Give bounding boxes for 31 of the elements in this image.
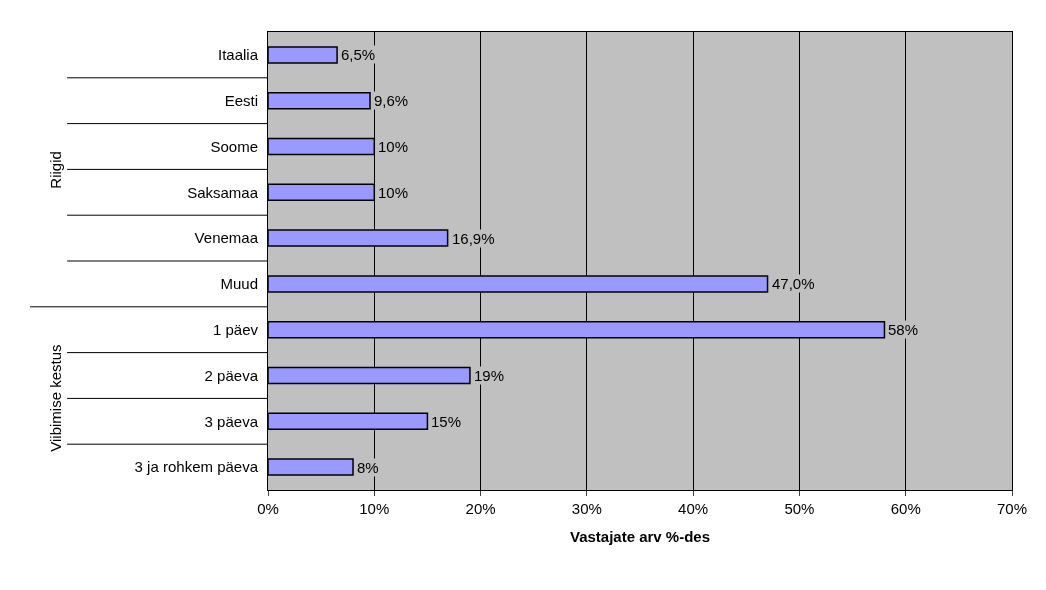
x-tick-label: 20%: [465, 500, 496, 517]
x-tick-label: 0%: [257, 500, 279, 517]
y-tick-label: 3 ja rohkem päeva: [134, 458, 259, 476]
data-label: 10%: [378, 138, 409, 155]
data-label: 16,9%: [452, 230, 495, 247]
data-label: 47,0%: [772, 275, 815, 292]
data-label: 10%: [378, 184, 409, 201]
y-tick-label: 2 päeva: [204, 366, 259, 384]
text: Riigid: [46, 151, 64, 189]
data-label: 6,5%: [341, 46, 376, 63]
x-tick-label: 40%: [678, 500, 709, 517]
y-tick-label: Muud: [220, 275, 258, 293]
data-label: 58%: [888, 321, 919, 338]
y-tick-label: Venemaa: [194, 229, 259, 247]
x-tick-label: 60%: [890, 500, 921, 517]
y-tick-label: Itaalia: [217, 46, 259, 64]
y-tick-label: 3 päeva: [204, 412, 259, 430]
y-tick-label: Eesti: [224, 91, 258, 109]
x-tick-label: 50%: [784, 500, 815, 517]
x-tick-label: 10%: [359, 500, 390, 517]
x-tick-label: 70%: [996, 500, 1028, 517]
text: Viibimise kestus: [46, 344, 64, 452]
data-label: 8%: [357, 459, 379, 476]
y-tick-label: Saksamaa: [187, 183, 259, 201]
y-tick-label: Soome: [210, 137, 258, 155]
y-tick-label: 1 päev: [212, 320, 259, 338]
data-label: 15%: [431, 413, 462, 430]
x-tick-label: 30%: [571, 500, 602, 517]
x-axis-title: Vastajate arv %-des: [569, 528, 711, 545]
data-label: 9,6%: [374, 92, 409, 109]
data-label: 19%: [474, 367, 505, 384]
